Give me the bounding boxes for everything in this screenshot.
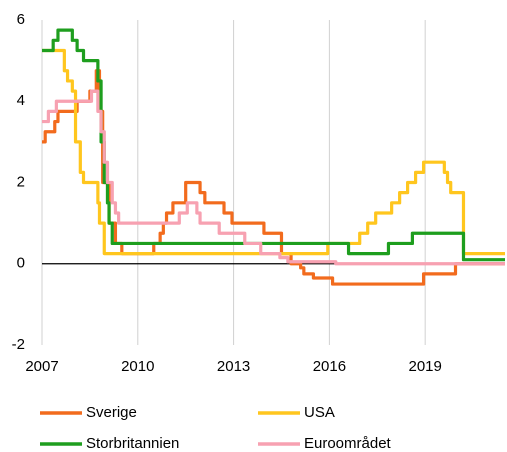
y-tick-label: 0: [17, 255, 25, 272]
legend-label: Sverige: [86, 404, 137, 421]
y-tick-label: 4: [17, 92, 25, 109]
y-tick-label: -2: [12, 336, 25, 353]
legend-label: USA: [304, 404, 335, 421]
x-tick-label: 2016: [313, 358, 346, 375]
y-tick-label: 2: [17, 173, 25, 190]
series-line: [42, 28, 505, 262]
y-tick-label: 6: [17, 11, 25, 28]
legend-label: Storbritannien: [86, 435, 179, 452]
series-line: [42, 48, 505, 256]
x-tick-label: 2007: [25, 358, 58, 375]
series-line: [42, 89, 505, 266]
legend-label: Euroområdet: [304, 435, 392, 452]
x-tick-label: 2013: [217, 358, 250, 375]
x-tick-label: 2019: [408, 358, 441, 375]
x-tick-label: 2010: [121, 358, 154, 375]
